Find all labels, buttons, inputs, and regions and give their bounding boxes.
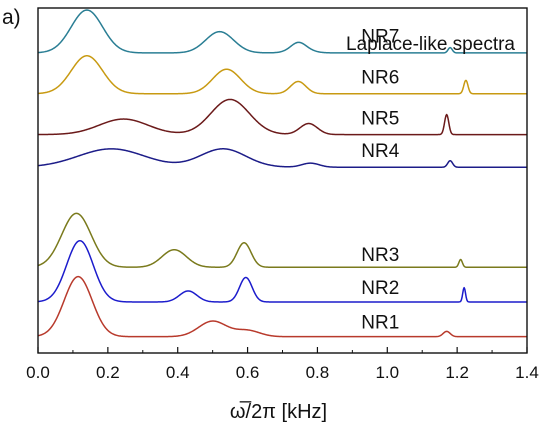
series-label-nr6: NR6 (361, 68, 399, 89)
series-layer (37, 9, 528, 338)
x-tick-label: 0.8 (306, 363, 330, 382)
x-axis-title: ω̅/2π [kHz] (230, 400, 327, 423)
x-tick-label: 0.0 (26, 363, 50, 382)
x-tick-label: 0.4 (166, 363, 190, 382)
x-tick-label: 1.2 (445, 363, 469, 382)
series-labels: NR7 NR6 NR5 NR4 NR3 NR2 NR1 (361, 27, 399, 334)
series-label-nr1: NR1 (361, 313, 399, 334)
series-label-nr3: NR3 (361, 245, 399, 266)
series-line-nr3 (37, 212, 528, 269)
series-label-nr7: NR7 (361, 27, 399, 48)
series-line-nr6 (37, 55, 528, 95)
x-tick-label: 0.6 (236, 363, 260, 382)
x-tick-label: 1.0 (375, 363, 399, 382)
series-line-nr1 (37, 275, 528, 338)
x-axis-ticks: 0.0 0.2 0.4 0.6 0.8 1.0 1.2 1.4 (26, 347, 539, 382)
series-line-nr4 (37, 148, 528, 168)
chart-annotation: Laplace-like spectra (346, 34, 515, 55)
series-label-nr2: NR2 (361, 278, 399, 299)
series-line-nr7 (37, 9, 528, 54)
series-line-nr2 (37, 239, 528, 303)
series-label-nr5: NR5 (361, 108, 399, 129)
series-line-nr5 (37, 98, 528, 136)
x-tick-label: 1.4 (515, 363, 539, 382)
series-label-nr4: NR4 (361, 141, 399, 162)
x-tick-label: 0.2 (96, 363, 120, 382)
panel-label: a) (2, 6, 21, 29)
